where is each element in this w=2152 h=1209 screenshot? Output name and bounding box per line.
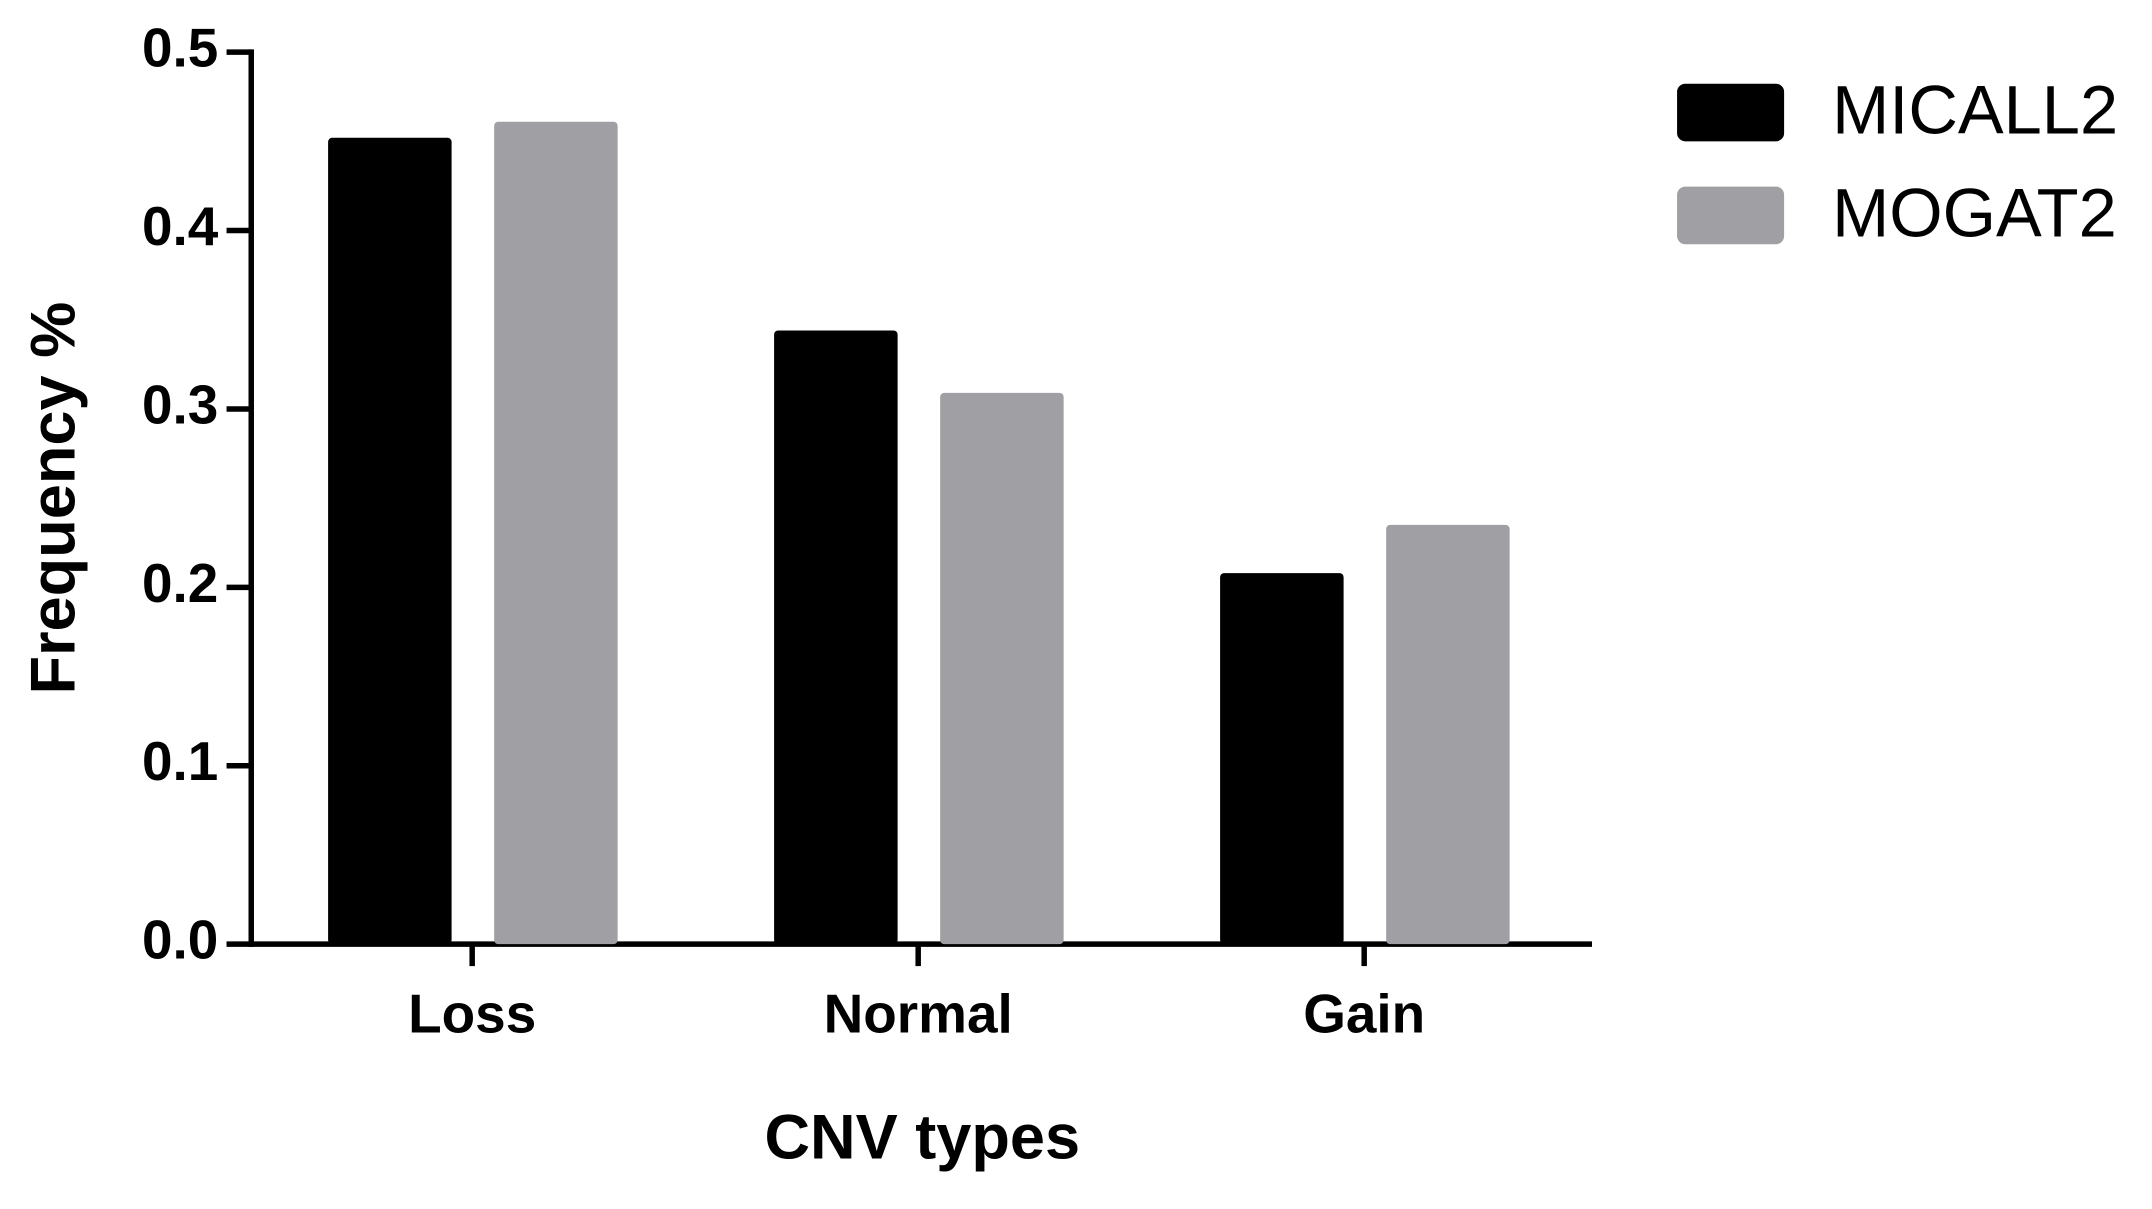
x-tick-label: Gain bbox=[1303, 983, 1425, 1045]
y-tick-label: 0.3 bbox=[142, 373, 218, 435]
bar bbox=[1386, 524, 1510, 945]
bar bbox=[1220, 573, 1344, 945]
y-tick-label: 0.1 bbox=[142, 730, 218, 792]
bar bbox=[940, 392, 1064, 945]
y-tick-label: 0.5 bbox=[142, 17, 218, 79]
bar bbox=[494, 121, 618, 945]
legend-label: MOGAT2 bbox=[1832, 174, 2117, 251]
y-tick-label: 0.4 bbox=[142, 195, 219, 257]
x-axis-title: CNV types bbox=[764, 1102, 1080, 1172]
x-tick-label: Normal bbox=[824, 983, 1013, 1045]
y-tick-label: 0.2 bbox=[142, 552, 218, 614]
legend-swatch bbox=[1677, 83, 1785, 142]
legend-label: MICALL2 bbox=[1832, 71, 2118, 148]
x-tick-label: Loss bbox=[408, 983, 536, 1045]
bar bbox=[774, 330, 898, 945]
legend-swatch bbox=[1677, 186, 1785, 245]
y-axis-title: Frequency % bbox=[18, 302, 88, 695]
bar bbox=[328, 137, 452, 945]
y-tick-label: 0.0 bbox=[142, 909, 218, 971]
